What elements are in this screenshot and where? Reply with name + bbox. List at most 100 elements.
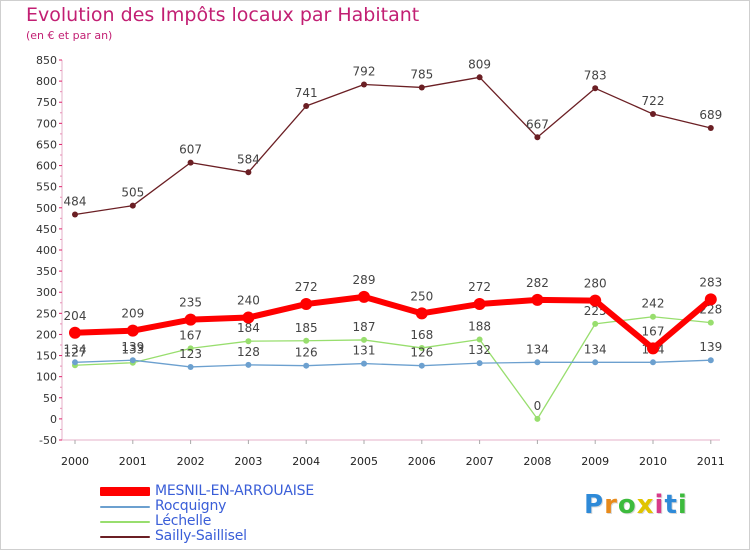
data-point-l-chelle [187, 345, 194, 352]
data-label-rocquigny: 132 [468, 343, 491, 357]
y-tick-label: 250 [36, 307, 57, 320]
data-point-sailly-saillisel [72, 211, 78, 218]
data-label-sailly-saillisel: 584 [237, 152, 260, 166]
chart-title: Evolution des Impôts locaux par Habitant [26, 4, 420, 26]
x-tick-label: 2000 [61, 455, 89, 468]
chart-subtitle: (en € et par an) [26, 29, 113, 42]
y-tick-label: 300 [36, 286, 57, 299]
data-point-mesnil-en-arrouaise [300, 298, 313, 311]
data-label-mesnil-en-arrouaise: 272 [295, 280, 318, 294]
data-point-rocquigny [418, 362, 425, 369]
data-label-rocquigny: 126 [410, 346, 433, 360]
data-point-rocquigny [361, 360, 367, 367]
x-tick-label: 2003 [234, 455, 262, 468]
data-point-rocquigny [303, 362, 310, 369]
y-tick-label: 850 [36, 54, 57, 67]
data-point-sailly-saillisel [245, 169, 252, 176]
data-point-sailly-saillisel [187, 159, 194, 166]
y-tick-label: 700 [36, 117, 57, 130]
logo-letter: P [584, 490, 605, 520]
logo-letter: x [636, 490, 655, 520]
y-tick-label: 0 [50, 413, 57, 426]
series-line-sailly-saillisel [74, 76, 711, 216]
data-point-sailly-saillisel [418, 84, 425, 91]
y-tick-label: 650 [36, 138, 57, 151]
data-label-mesnil-en-arrouaise: 283 [699, 275, 722, 289]
data-point-mesnil-en-arrouaise [126, 324, 139, 337]
data-label-mesnil-en-arrouaise: 204 [64, 309, 87, 323]
x-tick-label: 2010 [639, 455, 667, 468]
x-tick-label: 2002 [177, 455, 205, 468]
data-label-mesnil-en-arrouaise: 280 [584, 277, 607, 291]
data-point-sailly-saillisel [129, 202, 136, 209]
data-label-rocquigny: 131 [353, 344, 376, 358]
data-label-l-chelle: 187 [353, 320, 376, 334]
data-point-l-chelle [303, 337, 310, 344]
data-point-mesnil-en-arrouaise [531, 293, 544, 306]
data-label-mesnil-en-arrouaise: 240 [237, 294, 260, 308]
data-label-mesnil-en-arrouaise: 209 [121, 307, 144, 321]
data-point-sailly-saillisel [592, 85, 599, 92]
data-point-mesnil-en-arrouaise [358, 290, 370, 303]
legend-swatch-rocquigny [100, 506, 150, 508]
data-point-l-chelle [707, 319, 714, 326]
data-label-sailly-saillisel: 722 [642, 94, 665, 108]
data-label-sailly-saillisel: 792 [353, 64, 376, 78]
data-point-l-chelle [592, 320, 599, 327]
data-point-mesnil-en-arrouaise [704, 293, 717, 306]
data-point-mesnil-en-arrouaise [647, 342, 659, 355]
data-label-sailly-saillisel: 484 [64, 195, 87, 209]
data-point-sailly-saillisel [303, 103, 310, 110]
data-label-l-chelle: 185 [295, 321, 318, 335]
series-line-l-chelle [74, 316, 711, 420]
x-tick-label: 2006 [408, 455, 436, 468]
logo-letter: o [617, 490, 637, 520]
data-point-l-chelle [361, 336, 367, 343]
x-tick-label: 2011 [697, 455, 725, 468]
y-tick-label: 750 [36, 96, 57, 109]
data-point-rocquigny [72, 359, 78, 366]
legend-label-sailly: Sailly-Saillisel [155, 528, 247, 544]
series-line-rocquigny [74, 359, 711, 368]
y-tick-label: 400 [36, 244, 57, 257]
data-label-rocquigny: 123 [179, 347, 202, 361]
data-point-sailly-saillisel [650, 111, 656, 118]
data-label-sailly-saillisel: 783 [584, 68, 607, 82]
data-point-l-chelle [476, 336, 483, 343]
data-point-rocquigny [707, 357, 714, 364]
data-label-mesnil-en-arrouaise: 272 [468, 280, 491, 294]
data-point-sailly-saillisel [361, 81, 367, 88]
y-tick-label: 100 [36, 371, 57, 384]
data-label-rocquigny: 126 [295, 346, 318, 360]
data-point-rocquigny [592, 359, 599, 366]
y-tick-label: 150 [36, 350, 57, 363]
data-label-sailly-saillisel: 785 [410, 67, 433, 81]
data-label-sailly-saillisel: 689 [699, 108, 722, 122]
data-point-l-chelle [534, 415, 541, 422]
data-label-mesnil-en-arrouaise: 282 [526, 276, 549, 290]
data-point-mesnil-en-arrouaise [184, 313, 197, 326]
data-point-sailly-saillisel [707, 124, 714, 131]
y-tick-label: -50 [39, 434, 57, 447]
data-label-l-chelle: 168 [410, 328, 433, 342]
x-tick-label: 2001 [119, 455, 147, 468]
data-point-rocquigny [534, 359, 541, 366]
data-label-sailly-saillisel: 809 [468, 57, 491, 71]
data-point-rocquigny [650, 359, 656, 366]
data-point-mesnil-en-arrouaise [473, 298, 486, 311]
legend-label-mesnil: MESNIL-EN-ARROUAISE [155, 483, 315, 499]
data-label-rocquigny: 139 [699, 340, 722, 354]
data-label-l-chelle: 188 [468, 320, 491, 334]
logo-letter: i [677, 490, 688, 520]
proxiti-logo: Proxiti [584, 490, 694, 524]
data-label-sailly-saillisel: 607 [179, 143, 202, 157]
data-label-sailly-saillisel: 667 [526, 117, 549, 131]
data-label-mesnil-en-arrouaise: 250 [410, 289, 433, 303]
data-label-l-chelle: 242 [642, 297, 665, 311]
data-point-mesnil-en-arrouaise [69, 326, 81, 339]
x-tick-label: 2009 [581, 455, 609, 468]
logo-letter: t [664, 490, 678, 520]
data-label-mesnil-en-arrouaise: 167 [642, 324, 665, 338]
